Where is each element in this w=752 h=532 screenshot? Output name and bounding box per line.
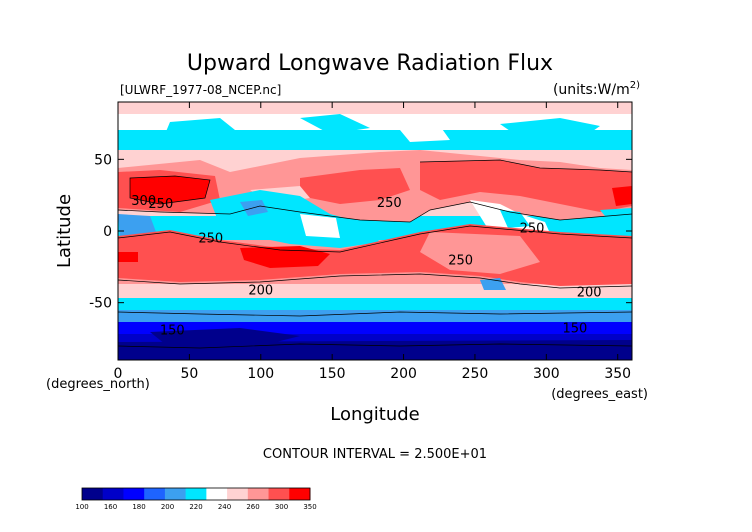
colorbar-swatch xyxy=(185,488,207,500)
colorbar-tick-label: 220 xyxy=(189,503,202,511)
y-unit-label: (degrees_north) xyxy=(46,377,150,392)
x-axis: 0 50 100 150 200 250 300 350 xyxy=(114,102,631,382)
contour-label: 150 xyxy=(562,322,587,337)
x-axis-label: Longitude xyxy=(330,404,420,425)
y-tick-label: 50 xyxy=(94,152,112,168)
contour-label: 200 xyxy=(248,284,273,299)
colorbar-frame xyxy=(81,487,311,501)
x-tick-label: 0 xyxy=(114,366,123,382)
colorbar-tick-label: 200 xyxy=(161,503,174,511)
plot-area xyxy=(118,102,632,360)
x-tick-label: 150 xyxy=(319,366,346,382)
colorbar-swatch xyxy=(206,488,228,500)
x-unit-label: (degrees_east) xyxy=(551,387,648,402)
colorbar: 100 160 180 200 220 240 260 300 350 xyxy=(75,487,317,511)
y-tick-label: 0 xyxy=(103,224,112,240)
units-label-main: (units:W/m xyxy=(553,82,630,98)
contour-label: 150 xyxy=(160,324,185,339)
colorbar-tick-label: 240 xyxy=(218,503,231,511)
colorbar-swatch xyxy=(123,488,145,500)
colorbar-swatch xyxy=(247,488,270,500)
contour-label: 300 xyxy=(131,194,156,209)
colorbar-swatch xyxy=(289,488,311,500)
chart-title: Upward Longwave Radiation Flux xyxy=(187,51,553,76)
y-axis: -50 0 50 xyxy=(89,152,632,312)
colorbar-swatch xyxy=(82,488,104,500)
x-tick-label: 250 xyxy=(462,366,489,382)
colorbar-tick-label: 260 xyxy=(246,503,259,511)
y-tick-label: -50 xyxy=(89,296,112,312)
contour-label: 200 xyxy=(577,286,602,301)
x-tick-label: 100 xyxy=(247,366,274,382)
contour-label: 250 xyxy=(148,197,173,212)
colorbar-swatch xyxy=(164,488,187,500)
colorbar-swatch xyxy=(268,488,290,500)
x-tick-label: 350 xyxy=(604,366,631,382)
colorbar-swatch xyxy=(102,488,124,500)
contour-lines xyxy=(118,159,632,349)
contour-interval: CONTOUR INTERVAL = 2.500E+01 xyxy=(263,447,487,462)
x-tick-label: 300 xyxy=(533,366,560,382)
x-tick-label: 50 xyxy=(180,366,198,382)
x-tick-label: 200 xyxy=(390,366,417,382)
contour-label: 250 xyxy=(377,196,402,211)
colorbar-swatch xyxy=(144,488,166,500)
units-label-sup: 2) xyxy=(630,80,640,91)
colorbar-tick-label: 180 xyxy=(132,503,145,511)
contour-label: 250 xyxy=(198,231,223,246)
contour-label: 250 xyxy=(448,253,473,268)
colorbar-tick-label: 160 xyxy=(104,503,117,511)
units-label: (units:W/m2) xyxy=(553,80,640,98)
y-axis-label: Latitude xyxy=(54,194,75,268)
colorbar-swatch xyxy=(227,488,249,500)
contour-label: 250 xyxy=(520,221,545,236)
colorbar-tick-label: 350 xyxy=(303,503,316,511)
file-label: [ULWRF_1977-08_NCEP.nc] xyxy=(120,83,281,97)
colorbar-tick-label: 300 xyxy=(275,503,288,511)
colorbar-tick-label: 100 xyxy=(75,503,88,511)
